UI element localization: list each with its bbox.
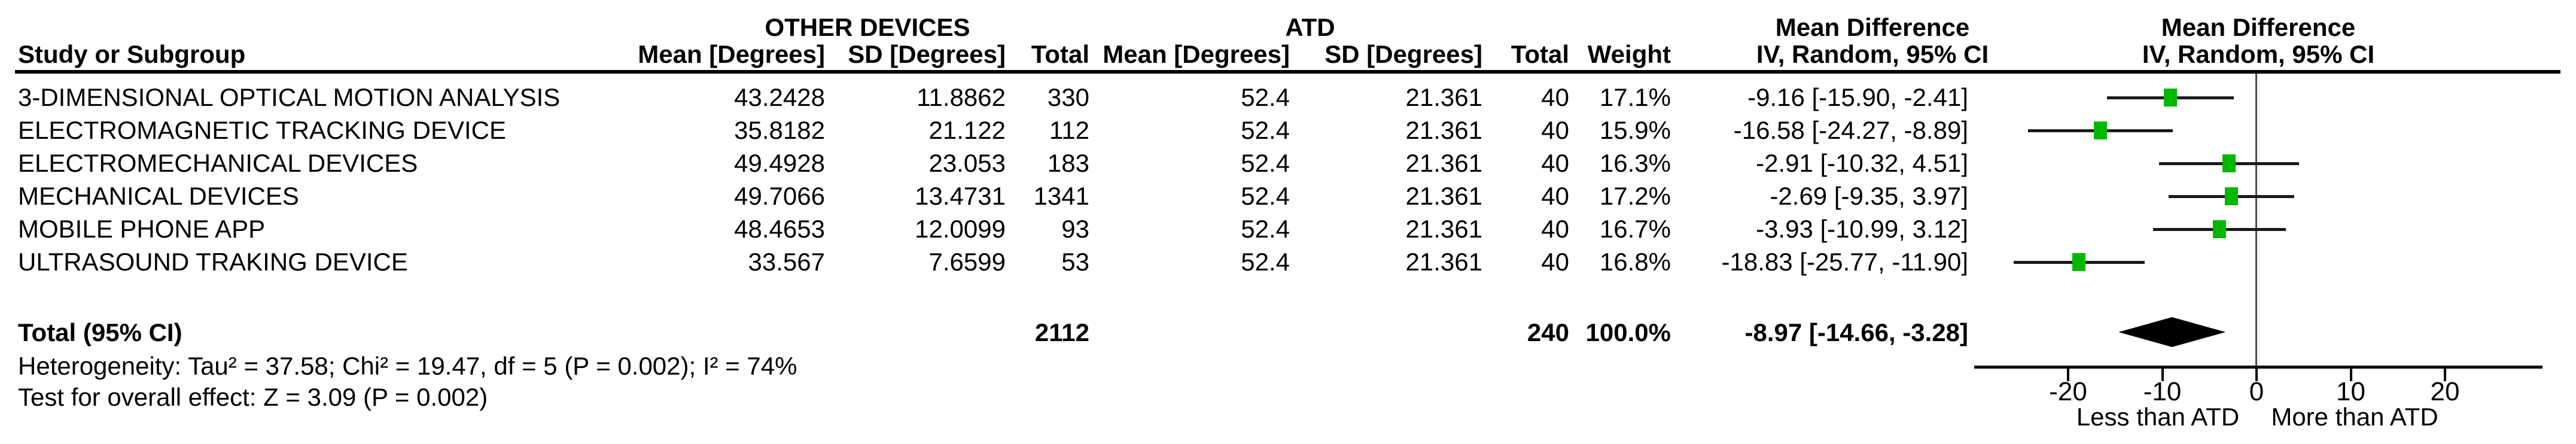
row-mean-atd: 52.4 [1241,83,1290,111]
effect-square [2072,253,2086,271]
column-header-mean-atd: Mean [Degrees] [1103,40,1290,68]
total-diamond [2118,317,2226,347]
axis-tick-label: 0 [2249,377,2264,406]
row-weight: 16.8% [1599,248,1671,276]
row-md-ci: -18.83 [-25.77, -11.90] [1721,248,1969,276]
md-column-header-line2: IV, Random, 95% CI [1756,40,1989,68]
total-row-label: Total (95% CI) [18,318,182,346]
row-md-ci: -16.58 [-24.27, -8.89] [1733,116,1968,144]
row-mean-other: 33.567 [748,248,825,276]
effect-square [2093,121,2107,139]
row-md-ci: -2.69 [-9.35, 3.97] [1770,182,1968,210]
axis-tick-label: -20 [2049,377,2087,406]
row-total-atd: 40 [1541,149,1569,177]
row-study-name: ELECTROMAGNETIC TRACKING DEVICE [18,116,507,144]
effect-square [2163,89,2177,107]
row-total-atd: 40 [1541,116,1569,144]
column-header-sd-atd: SD [Degrees] [1324,40,1482,68]
total-row-total-atd: 240 [1527,318,1569,346]
row-mean-atd: 52.4 [1241,215,1290,243]
row-study-name: MECHANICAL DEVICES [18,182,299,210]
group-header-atd: ATD [1285,13,1335,41]
md-column-header-line1: Mean Difference [1775,13,1970,41]
row-weight: 16.7% [1599,215,1671,243]
heterogeneity-text: Heterogeneity: Tau² = 37.58; Chi² = 19.4… [18,352,797,380]
plot-header-line1: Mean Difference [2161,13,2356,41]
column-header-study: Study or Subgroup [18,40,246,68]
row-study-name: ULTRASOUND TRAKING DEVICE [18,248,408,276]
row-total-atd: 40 [1541,248,1569,276]
axis-tick [2255,366,2258,381]
row-sd-atd: 21.361 [1405,83,1482,111]
row-sd-atd: 21.361 [1405,149,1482,177]
zero-reference-line [2255,74,2257,367]
row-sd-other: 21.122 [928,116,1006,144]
row-study-name: MOBILE PHONE APP [18,215,266,243]
plot-header-line2: IV, Random, 95% CI [2142,40,2375,68]
row-sd-other: 11.8862 [916,83,1006,111]
axis-caption-right: More than ATD [2271,403,2438,431]
row-sd-atd: 21.361 [1405,248,1482,276]
row-study-name: ELECTROMECHANICAL DEVICES [18,149,418,177]
column-header-total-atd: Total [1511,40,1569,68]
group-header-other-devices: OTHER DEVICES [765,13,970,41]
row-mean-other: 49.4928 [734,149,825,177]
total-row-md-ci: -8.97 [-14.66, -3.28] [1744,318,1968,346]
row-total-other: 1341 [1033,182,1089,210]
overall-effect-text: Test for overall effect: Z = 3.09 (P = 0… [18,383,488,411]
axis-tick-label: 20 [2430,377,2460,406]
axis-caption-left: Less than ATD [2076,403,2240,431]
axis-tick [2161,366,2164,381]
effect-square [2222,154,2236,172]
row-mean-atd: 52.4 [1241,182,1290,210]
row-total-atd: 40 [1541,182,1569,210]
row-total-other: 53 [1061,248,1089,276]
x-axis-line [1974,366,2542,369]
row-total-other: 183 [1047,149,1089,177]
effect-square [2213,220,2227,238]
row-sd-atd: 21.361 [1405,116,1482,144]
row-total-other: 112 [1049,116,1089,144]
row-mean-other: 35.8182 [734,116,825,144]
row-total-atd: 40 [1541,215,1569,243]
row-weight: 17.2% [1599,182,1671,210]
axis-tick [2444,366,2446,381]
row-mean-other: 49.7066 [734,182,825,210]
row-sd-atd: 21.361 [1405,182,1482,210]
row-sd-atd: 21.361 [1405,215,1482,243]
total-row-total-other: 2112 [1034,318,1089,346]
total-row-weight: 100.0% [1585,318,1671,346]
column-header-mean-other: Mean [Degrees] [638,40,825,68]
row-md-ci: -2.91 [-10.32, 4.51] [1756,149,1968,177]
row-md-ci: -9.16 [-15.90, -2.41] [1747,83,1968,111]
column-header-total-other: Total [1031,40,1089,68]
row-sd-other: 12.0099 [915,215,1006,243]
axis-tick-label: -10 [2143,377,2182,406]
row-mean-atd: 52.4 [1241,248,1290,276]
axis-tick [2349,366,2352,381]
row-weight: 17.1% [1599,83,1671,111]
axis-tick [2067,366,2069,381]
row-total-other: 330 [1047,83,1089,111]
column-header-weight: Weight [1587,40,1671,68]
row-weight: 16.3% [1599,149,1671,177]
row-total-other: 93 [1061,215,1089,243]
row-mean-atd: 52.4 [1241,149,1290,177]
axis-tick-label: 10 [2336,377,2365,406]
column-header-sd-other: SD [Degrees] [848,40,1006,68]
row-sd-other: 7.6599 [928,248,1006,276]
row-study-name: 3-DIMENSIONAL OPTICAL MOTION ANALYSIS [18,83,561,111]
row-mean-atd: 52.4 [1241,116,1290,144]
row-total-atd: 40 [1541,83,1569,111]
row-mean-other: 48.4653 [734,215,825,243]
header-divider-rule [15,70,2560,74]
effect-square [2224,187,2238,205]
row-sd-other: 13.4731 [915,182,1006,210]
row-weight: 15.9% [1599,116,1671,144]
row-mean-other: 43.2428 [734,83,825,111]
row-sd-other: 23.053 [928,149,1006,177]
row-md-ci: -3.93 [-10.99, 3.12] [1756,215,1968,243]
